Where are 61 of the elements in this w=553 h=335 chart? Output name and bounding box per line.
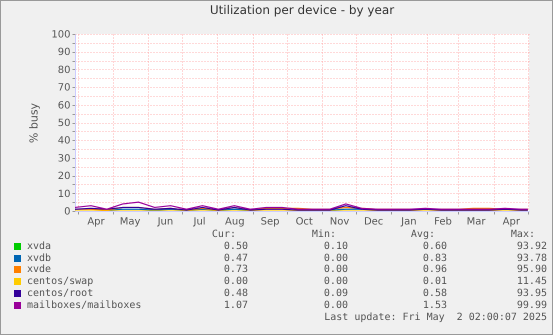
text: 0.73 bbox=[224, 264, 248, 276]
text: 0.09 bbox=[324, 288, 348, 299]
legend-label: centos/swap bbox=[27, 276, 94, 288]
text: 0.96 bbox=[422, 264, 447, 276]
x-tick-label: Nov bbox=[330, 216, 350, 228]
y-tick-label: 50 bbox=[58, 118, 70, 129]
y-tick-label: 70 bbox=[58, 82, 70, 94]
y-tick-label: 10 bbox=[58, 188, 70, 200]
text: 95.90 bbox=[516, 264, 547, 276]
text: Avg: bbox=[410, 229, 435, 240]
text: 0.00 bbox=[324, 276, 348, 288]
text: 0.48 bbox=[224, 288, 248, 299]
x-tick-label: Mar bbox=[466, 216, 486, 228]
text: 93.78 bbox=[516, 252, 547, 264]
text: 0.00 bbox=[324, 252, 348, 264]
y-tick-label: 20 bbox=[58, 171, 70, 182]
y-tick-label: 90 bbox=[58, 47, 70, 58]
text: Min: bbox=[312, 229, 336, 240]
text: 99.99 bbox=[516, 300, 547, 311]
text: 11.45 bbox=[516, 276, 547, 288]
text: Last update: Fri May 2 02:00:07 2025 bbox=[324, 312, 547, 323]
x-tick-label: Apr bbox=[87, 216, 106, 228]
x-tick-label: Apr bbox=[502, 216, 521, 228]
text: 0.47 bbox=[224, 252, 248, 264]
legend-label: xvdb bbox=[27, 252, 52, 264]
y-tick-label: 0 bbox=[64, 206, 70, 218]
y-tick-label: 80 bbox=[58, 64, 70, 76]
y-tick-label: 60 bbox=[58, 100, 70, 112]
chart-title: Utilization per device - by year bbox=[210, 3, 394, 17]
x-tick-label: Oct bbox=[296, 216, 313, 228]
text: Cur: bbox=[212, 229, 236, 240]
y-tick-label: 30 bbox=[58, 153, 70, 164]
text: 0.00 bbox=[324, 300, 348, 311]
legend-label: xvde bbox=[27, 264, 52, 276]
x-tick-label: Jun bbox=[156, 216, 174, 228]
text: 0.10 bbox=[324, 240, 348, 252]
y-tick-label: 100 bbox=[51, 30, 70, 40]
x-tick-label: Jul bbox=[192, 216, 206, 228]
x-tick-label: Dec bbox=[364, 216, 384, 228]
text: 1.53 bbox=[422, 300, 447, 311]
text: 93.92 bbox=[516, 240, 547, 252]
x-tick-label: Aug bbox=[225, 216, 245, 228]
text: 0.83 bbox=[422, 252, 447, 264]
text: 0.00 bbox=[224, 276, 248, 288]
text: 93.95 bbox=[516, 288, 547, 299]
legend-label: mailboxes/mailboxes bbox=[27, 300, 142, 311]
text: 0.50 bbox=[224, 240, 248, 252]
x-tick-label: May bbox=[120, 216, 141, 228]
text: 1.07 bbox=[224, 300, 248, 311]
x-tick-label: Sep bbox=[260, 216, 280, 228]
y-axis-title: % busy bbox=[27, 102, 40, 144]
legend-label: xvda bbox=[27, 240, 52, 252]
x-tick-label: Feb bbox=[434, 216, 452, 228]
text: 0.60 bbox=[422, 240, 447, 252]
y-tick-label: 40 bbox=[58, 136, 70, 147]
text: 0.01 bbox=[422, 276, 447, 288]
text: 0.00 bbox=[324, 264, 348, 276]
text: 0.58 bbox=[422, 288, 447, 299]
legend-label: centos/root bbox=[27, 288, 94, 299]
text: Max: bbox=[510, 229, 535, 240]
x-tick-label: Jan bbox=[400, 216, 417, 228]
